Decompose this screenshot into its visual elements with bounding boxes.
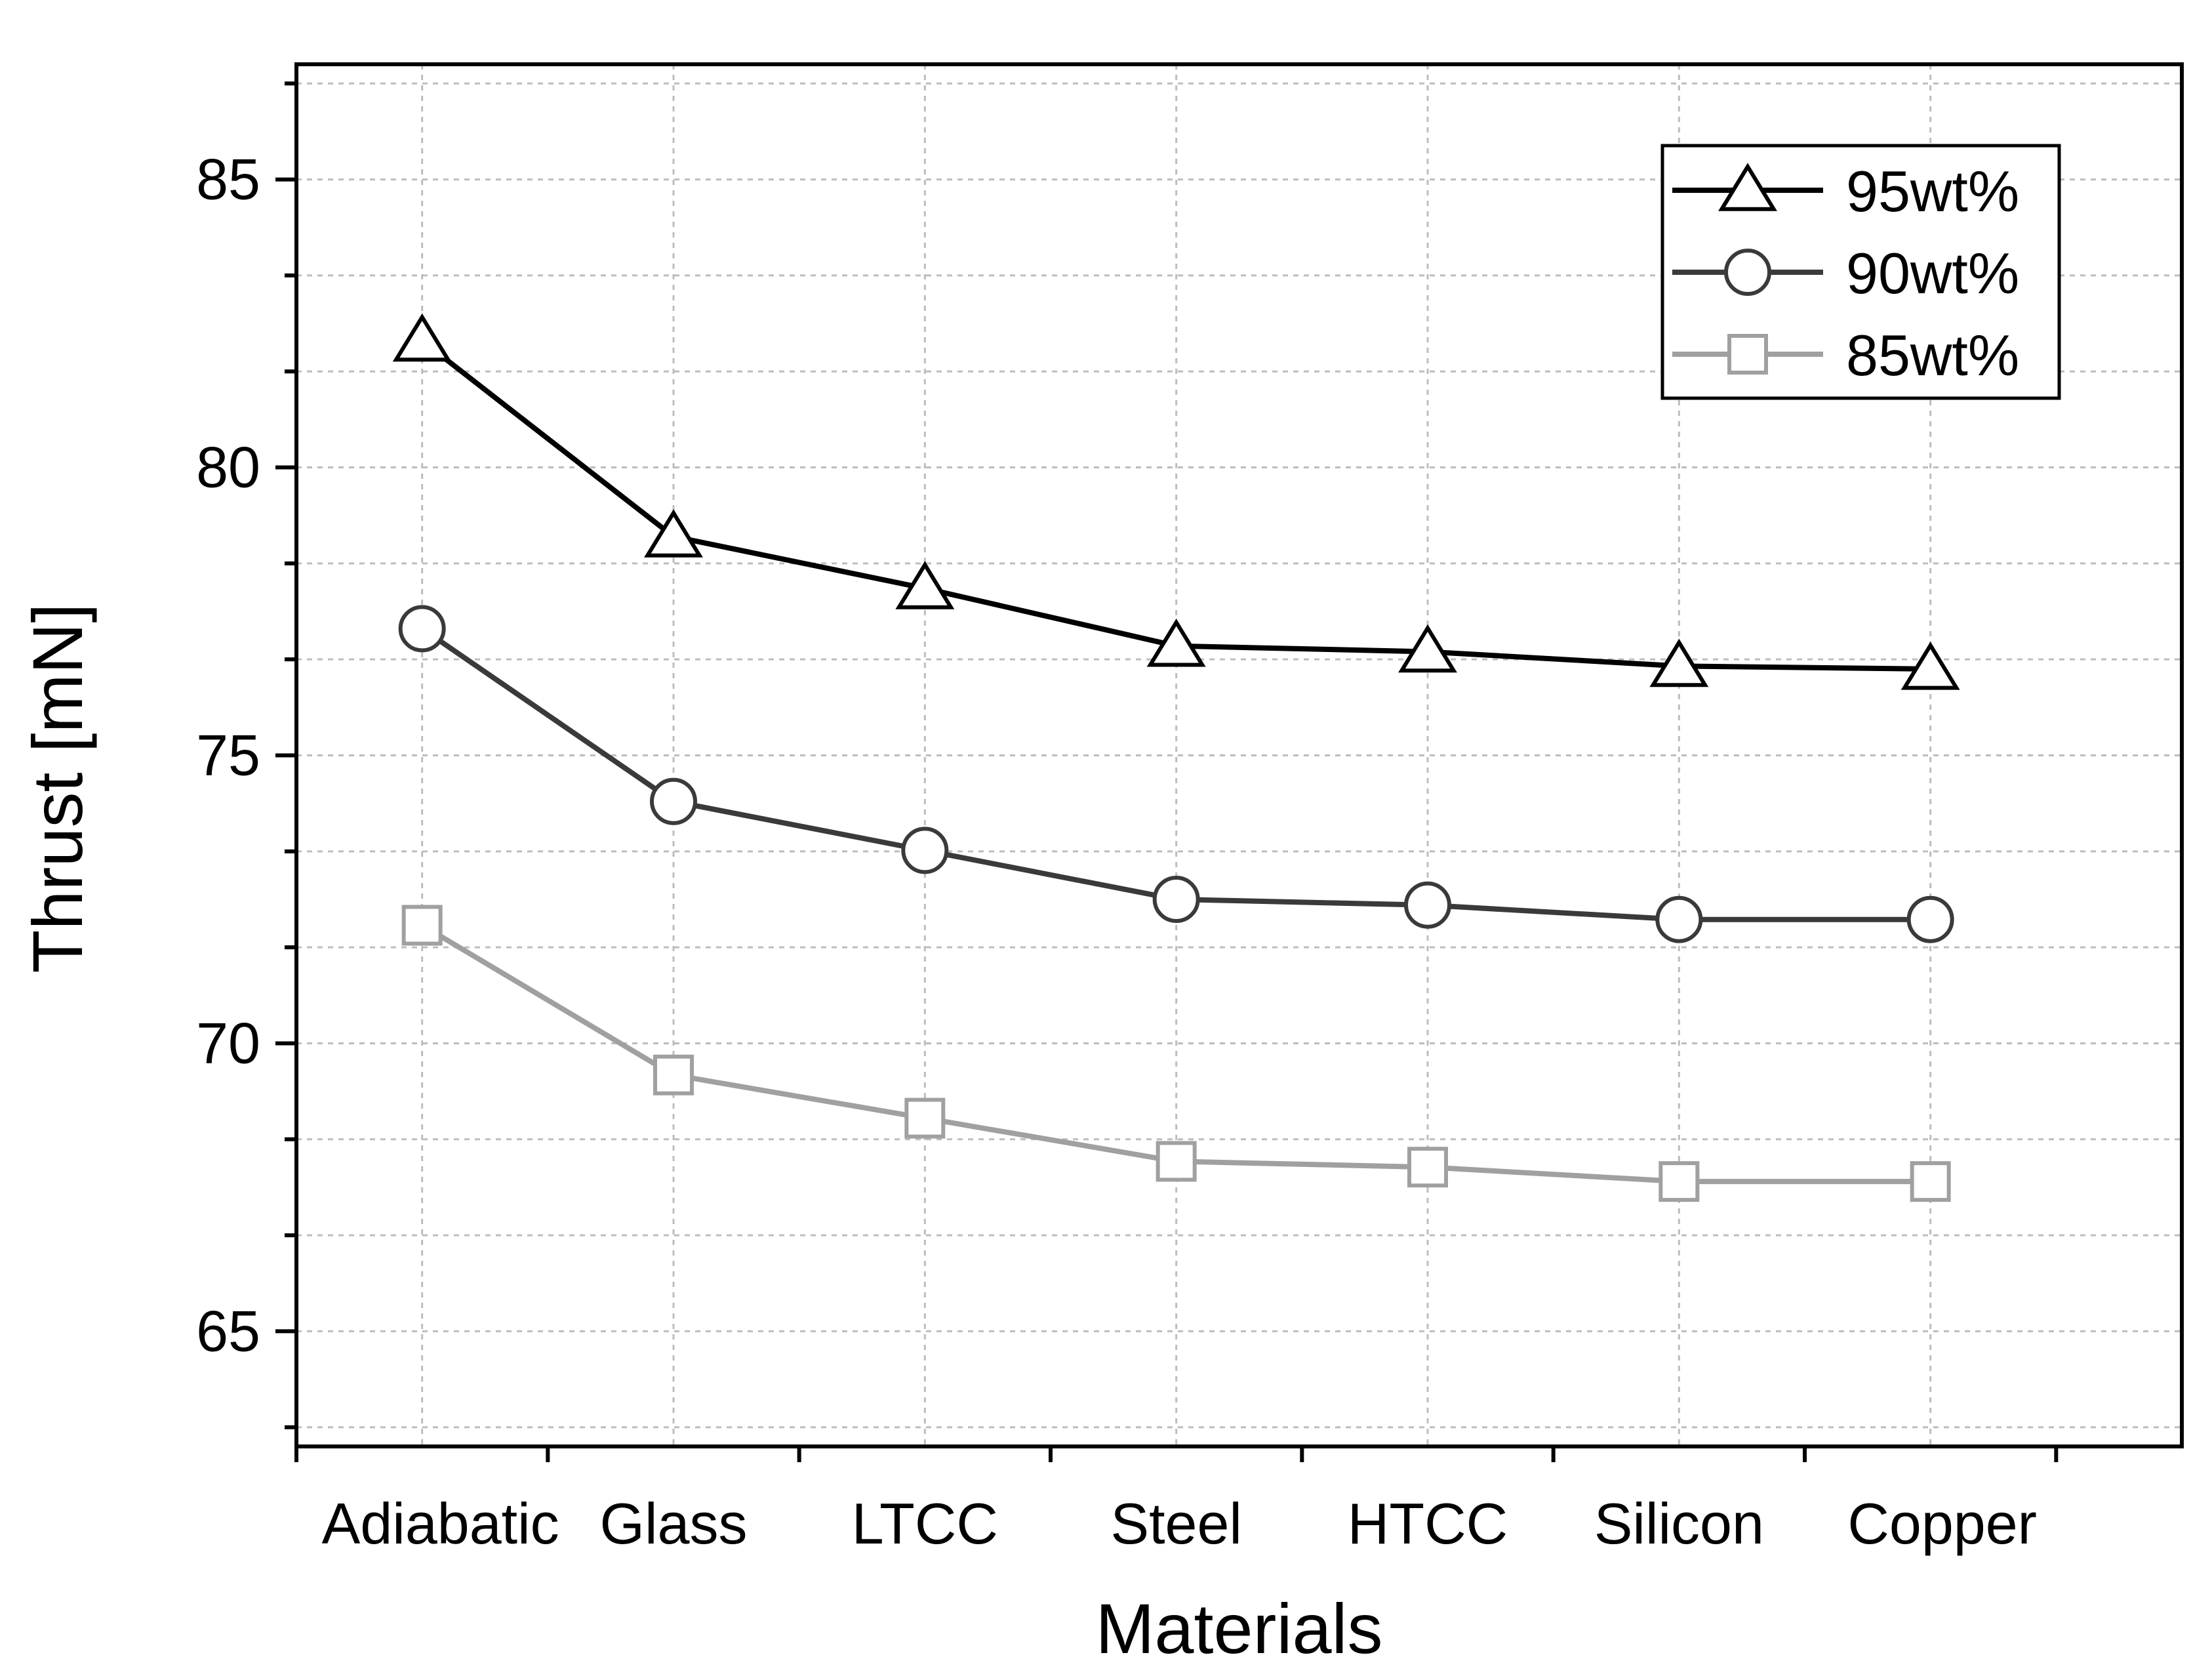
legend-label: 85wt% [1846, 323, 2019, 388]
legend-label: 90wt% [1846, 241, 2019, 306]
triangle-marker [1146, 618, 1206, 667]
y-tick-label: 70 [196, 1010, 260, 1075]
triangle-marker [1718, 163, 1777, 211]
x-axis-title: Materials [1095, 1589, 1382, 1668]
y-tick-label: 75 [196, 723, 260, 788]
triangle-marker [644, 509, 703, 558]
triangle-marker [1398, 624, 1457, 673]
circle-marker [1906, 895, 1954, 943]
triangle-marker [895, 561, 955, 609]
x-tick-label: HTCC [1348, 1491, 1508, 1556]
legend-label: 95wt% [1846, 159, 2019, 224]
y-tick-label: 65 [196, 1298, 260, 1363]
circle-marker [901, 827, 949, 874]
y-tick-label: 85 [196, 147, 260, 212]
series-group [392, 313, 1960, 1202]
axes [275, 62, 2184, 1462]
square-marker [1727, 334, 1768, 375]
legend: 95wt% 90wt% 85wt% [1660, 144, 2061, 400]
triangle-marker [1900, 642, 1960, 690]
x-tick-label: Glass [600, 1491, 748, 1556]
square-marker [904, 1097, 946, 1139]
series-circle [398, 605, 1954, 943]
series-square [401, 905, 1951, 1202]
x-tick-label: Adiabatic [322, 1491, 559, 1556]
plot-frame [294, 62, 2184, 1448]
triangle-marker [1649, 638, 1709, 687]
circle-marker [1724, 249, 1771, 296]
circle-marker [650, 777, 697, 825]
x-tick-label: LTCC [852, 1491, 998, 1556]
square-marker [1910, 1161, 1951, 1202]
square-marker [653, 1054, 694, 1095]
square-marker [1659, 1161, 1700, 1202]
triangle-marker [392, 313, 452, 362]
series-triangle [392, 313, 1960, 690]
y-tick-label: 80 [196, 435, 260, 500]
x-tick-label: Silicon [1594, 1491, 1764, 1556]
square-marker [1156, 1141, 1197, 1182]
circle-marker [398, 605, 446, 653]
circle-marker [1152, 875, 1200, 923]
tick-labels: 65 70 75 80 85 Adiabatic Glass LTCC Steel HTCC Sil… [196, 147, 2037, 1556]
x-tick-label: Copper [1847, 1491, 2037, 1556]
square-marker [401, 905, 443, 946]
x-tick-label: Steel [1110, 1491, 1242, 1556]
square-marker [1407, 1147, 1448, 1188]
circle-marker [1655, 895, 1703, 943]
circle-marker [1404, 881, 1451, 929]
y-axis-title: Thrust [mN] [18, 603, 97, 973]
